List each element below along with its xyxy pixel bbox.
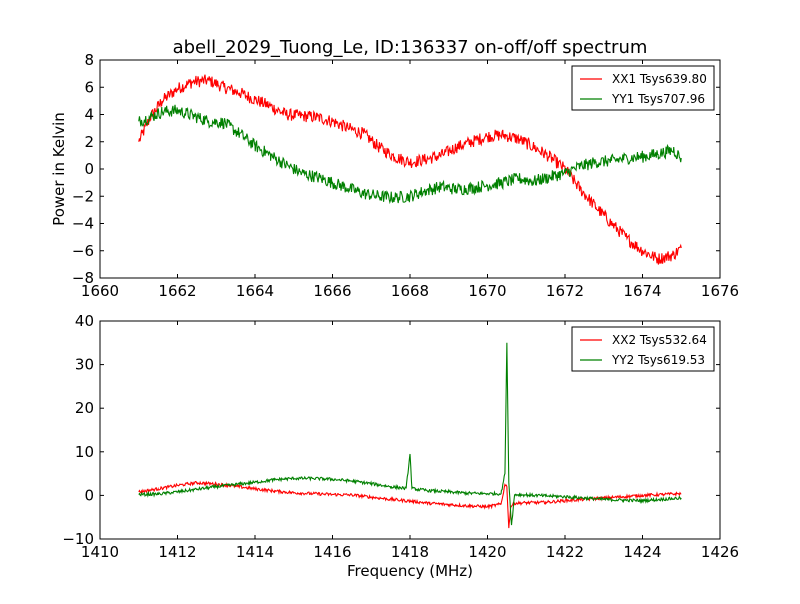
x-tick-label: 1424 [623,543,661,561]
y-tick-label: 20 [75,399,94,417]
legend-entry: YY1 Tsys707.96 [611,92,705,106]
series-line-yy2 [138,342,682,526]
y-tick-label: 4 [84,106,94,124]
y-tick-label: 8 [84,51,94,69]
legend-entry: XX1 Tsys639.80 [612,72,707,86]
series-line-xx1 [138,74,682,265]
legend-box [571,326,715,372]
x-tick-label: 1668 [391,282,429,300]
y-tick-label: −10 [62,530,94,548]
x-tick-label: 1674 [623,282,661,300]
legend-box [571,65,715,111]
x-tick-label: 1676 [701,282,739,300]
x-tick-label: 1410 [81,543,119,561]
y-tick-label: −2 [72,187,94,205]
y-tick-label: 0 [84,160,94,178]
x-tick-label: 1660 [81,282,119,300]
y-tick-label: −4 [72,215,94,233]
legend: XX1 Tsys639.80 YY1 Tsys707.96 [571,65,715,111]
plot-area [138,74,682,265]
chart-panel-1: 1660 1662 1664 1666 1668 1670 1672 1674 1676 −8 −6… [50,51,739,300]
x-tick-label: 1414 [236,543,274,561]
x-tick-label: 1418 [391,543,429,561]
chart-title: abell_2029_Tuong_Le, ID:136337 on-off/of… [173,37,648,58]
y-tick-label: 2 [84,133,94,151]
legend: XX2 Tsys532.64 YY2 Tsys619.53 [571,326,715,372]
x-tick-label: 1420 [468,543,506,561]
y-tick-label: 40 [75,312,94,330]
y-tick-label: 6 [84,78,94,96]
x-axis-label: Frequency (MHz) [347,562,473,580]
x-tick-label: 1412 [158,543,196,561]
x-tick-label: 1416 [313,543,351,561]
x-tick-label: 1666 [313,282,351,300]
legend-entry: YY2 Tsys619.53 [611,353,705,367]
series-line-xx2 [138,480,682,529]
y-tick-label: 10 [75,443,94,461]
plot-area [138,342,682,529]
chart-panel-2: 1410 1412 1414 1416 1418 1420 1422 1424 1426 −10 0… [62,312,739,580]
y-tick-label: 30 [75,356,94,374]
y-tick-label: −8 [72,269,94,287]
y-tick-label: −6 [72,242,94,260]
x-tick-label: 1426 [701,543,739,561]
y-axis-label: Power in Kelvin [50,112,68,226]
x-tick-label: 1664 [236,282,274,300]
x-tick-label: 1422 [546,543,584,561]
series-line-yy1 [138,104,682,205]
legend-entry: XX2 Tsys532.64 [612,333,707,347]
x-tick-label: 1662 [158,282,196,300]
y-tick-label: 0 [84,486,94,504]
x-tick-label: 1670 [468,282,506,300]
x-tick-label: 1672 [546,282,584,300]
